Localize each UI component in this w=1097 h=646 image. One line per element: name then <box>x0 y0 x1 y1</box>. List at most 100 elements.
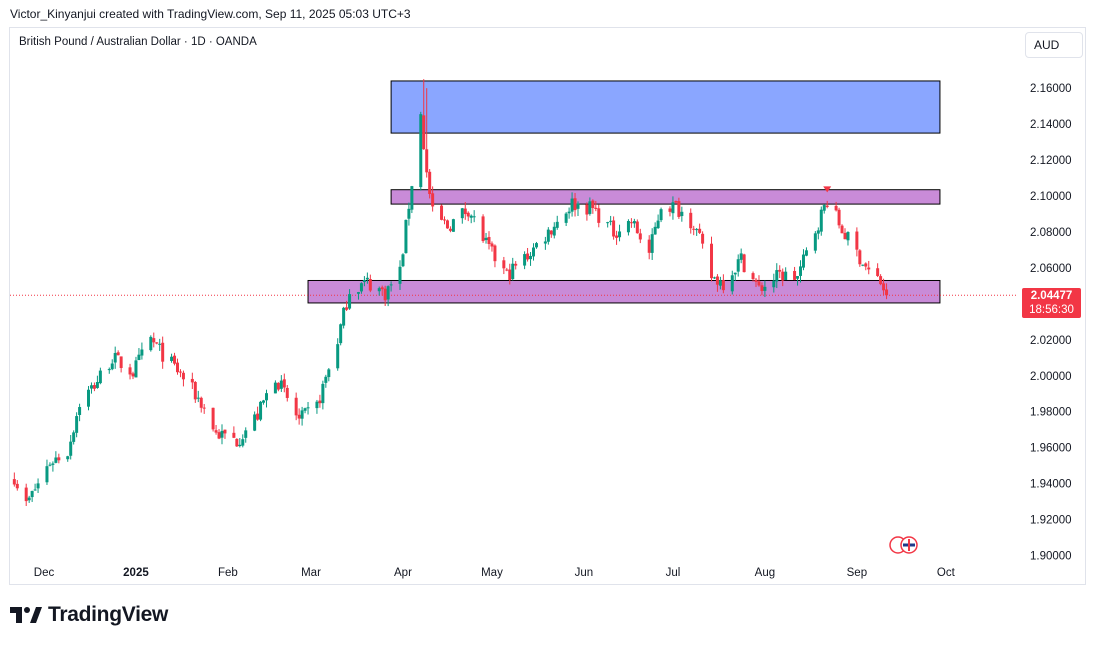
tradingview-logo[interactable]: TradingView <box>10 603 168 627</box>
resistance-zone[interactable] <box>390 189 941 205</box>
candle-body <box>843 232 847 240</box>
candle-body <box>173 355 177 364</box>
candle-body <box>140 349 144 356</box>
candle-body <box>265 393 269 401</box>
candle-body <box>564 213 568 223</box>
chart-credit: Victor_Kinyanjui created with TradingVie… <box>10 7 411 21</box>
candle-body <box>300 410 304 419</box>
candle-body <box>650 234 654 253</box>
candle-body <box>609 220 613 222</box>
y-tick-label: 1.94000 <box>1030 479 1072 491</box>
candle-body <box>594 207 598 209</box>
candle-body <box>656 220 660 229</box>
candle-body <box>490 243 494 247</box>
candle-body <box>342 307 346 326</box>
candle-body <box>131 373 135 377</box>
currency-button[interactable]: AUD <box>1025 32 1083 58</box>
x-tick-label: Feb <box>218 567 238 579</box>
y-tick-label: 2.02000 <box>1030 335 1072 347</box>
candle-body <box>401 254 405 267</box>
candle-body <box>238 444 242 447</box>
candle-body <box>448 228 452 231</box>
symbol-title[interactable]: British Pound / Australian Dollar · 1D ·… <box>19 36 257 48</box>
candle-body <box>671 202 675 214</box>
candle-body <box>232 432 236 438</box>
candle-body <box>176 362 180 373</box>
candle-body <box>282 379 286 388</box>
candle-body <box>262 400 266 403</box>
candle-body <box>834 205 838 211</box>
candle-body <box>472 216 476 218</box>
last-price-value: 2.04477 <box>1030 290 1073 302</box>
y-tick-label: 1.92000 <box>1030 515 1072 527</box>
candle-body <box>276 382 280 390</box>
candle-body <box>75 416 79 433</box>
candle-body <box>33 489 37 491</box>
candle-body <box>784 271 788 281</box>
candle-body <box>113 353 117 363</box>
x-tick-label: Apr <box>394 567 412 579</box>
candle-body <box>647 239 651 253</box>
candle-body <box>576 203 580 209</box>
candle-body <box>383 288 387 301</box>
candle-body <box>253 414 257 431</box>
candle-body <box>514 263 518 266</box>
candle-body <box>214 430 218 433</box>
candle-body <box>597 208 601 223</box>
x-tick-label: Mar <box>301 567 321 579</box>
candle-body <box>315 401 319 409</box>
candle-body <box>698 228 702 233</box>
candle-body <box>680 211 684 217</box>
y-tick-label: 2.10000 <box>1030 191 1072 203</box>
candle-body <box>30 491 34 498</box>
candle-body <box>193 382 197 400</box>
candle-body <box>505 269 509 271</box>
candle-body <box>534 243 538 248</box>
candle-body <box>170 356 174 361</box>
candle-body <box>72 432 76 442</box>
supply-zone[interactable] <box>390 80 941 134</box>
candle-body <box>816 230 820 234</box>
candle-body <box>377 288 381 292</box>
candle-body <box>45 466 49 483</box>
candle-body <box>549 230 553 235</box>
candle-body <box>220 430 224 438</box>
candle-body <box>715 276 719 285</box>
candle-body <box>757 281 761 286</box>
x-tick-label: Jun <box>575 567 594 579</box>
candle-body <box>858 250 862 265</box>
tradingview-wordmark: TradingView <box>48 603 169 626</box>
candle-body <box>730 275 734 292</box>
candle-body <box>882 283 886 291</box>
candle-body <box>327 369 331 378</box>
candle-body <box>876 268 880 276</box>
candle-body <box>635 221 639 234</box>
candle-body <box>368 279 372 291</box>
candle-body <box>362 280 366 282</box>
candle-body <box>294 397 298 416</box>
candle-body <box>573 198 577 211</box>
support-zone[interactable] <box>307 279 941 304</box>
candle-body <box>356 292 360 294</box>
candle-body <box>840 225 844 234</box>
candle-body <box>321 383 325 404</box>
candle-body <box>241 439 245 446</box>
candle-body <box>87 389 91 407</box>
candle-body <box>712 277 716 279</box>
candle-body <box>736 259 740 272</box>
candle-body <box>588 201 592 214</box>
candle-body <box>689 212 693 229</box>
candle-body <box>721 280 725 291</box>
candlestick-chart[interactable]: 2.16000 2.14000 2.12000 2.10000 2.08000 2.060… <box>0 0 1097 600</box>
candle-body <box>398 266 402 284</box>
candle-body <box>107 369 111 371</box>
candle-body <box>78 407 82 415</box>
candle-body <box>199 397 203 408</box>
candle-body <box>318 400 322 404</box>
candle-body <box>804 250 808 256</box>
candle-body <box>487 236 491 244</box>
candle-body <box>772 280 776 288</box>
candle-body <box>440 205 444 220</box>
candle-body <box>813 233 817 251</box>
candle-body <box>24 487 28 502</box>
